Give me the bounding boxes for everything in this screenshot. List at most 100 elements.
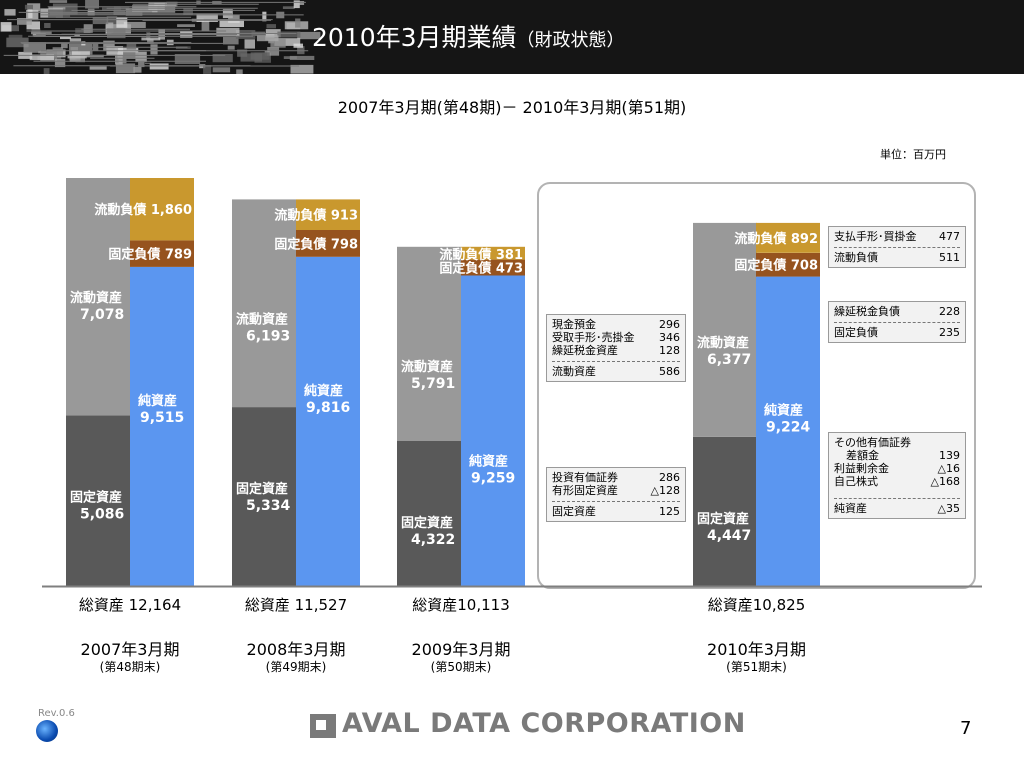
circuit-chip	[4, 9, 16, 16]
note-row-label: 利益剰余金	[834, 462, 889, 475]
bar-label-name: 固定資産	[236, 481, 288, 497]
note-total-row: 固定資産 125	[552, 505, 680, 518]
bar-fixed-liabilities	[296, 230, 360, 257]
circuit-chip	[67, 54, 87, 59]
note-total-row: 流動資産 586	[552, 365, 680, 378]
note-row-value: △128	[650, 484, 680, 497]
bar-net-assets	[130, 266, 194, 586]
bar-fixed-liabilities	[756, 252, 820, 277]
circuit-chip	[103, 40, 115, 51]
bar-label-fixed-liabilities: 固定負債 708	[734, 258, 818, 274]
note-row-label: 受取手形･売掛金	[552, 331, 635, 344]
circuit-chip	[212, 54, 233, 63]
circuit-chip	[274, 38, 301, 46]
circuit-chip	[61, 43, 68, 49]
circuit-chip	[135, 51, 147, 63]
bar-label-value: 4,447	[707, 528, 751, 544]
note-row-value: 286	[659, 471, 680, 484]
circuit-chip	[216, 27, 240, 37]
circuit-chip	[177, 24, 195, 27]
bar-current-assets	[397, 246, 461, 441]
circuit-chip	[141, 37, 161, 41]
bar-net-assets	[756, 276, 820, 586]
circuit-chip	[123, 21, 146, 28]
bar-current-liabilities	[130, 178, 194, 241]
bar-fixed-liabilities	[461, 259, 525, 276]
note-total-row: 流動負債 511	[834, 251, 960, 264]
circuit-chip	[150, 44, 158, 55]
note-row: 繰延税金資産 128	[552, 344, 680, 357]
circuit-chip	[115, 55, 123, 65]
note-row-label: 支払手形･買掛金	[834, 230, 917, 243]
note-rows: 繰延税金負債 228	[834, 305, 960, 318]
circuit-chip	[290, 64, 314, 74]
period-sub-label: (第50期末)	[431, 660, 492, 674]
circuit-board-graphic	[0, 0, 321, 74]
note-row-value: △16	[937, 462, 960, 475]
bar-label-fixed-liabilities: 固定負債 798	[274, 236, 358, 252]
circuit-chip	[92, 17, 109, 25]
circuit-chip	[69, 44, 93, 55]
note-rows: 投資有価証券 286 有形固定資産 △128	[552, 471, 680, 497]
circuit-chip	[237, 49, 248, 57]
circuit-chip	[267, 47, 280, 56]
period-label: 2008年3月期	[247, 640, 346, 659]
bar-net-assets	[296, 256, 360, 586]
circuit-chip	[138, 60, 145, 68]
bar-label-current-liabilities: 流動負債 892	[734, 231, 818, 247]
note-row-value: 139	[939, 449, 960, 462]
note-row: 有形固定資産 △128	[552, 484, 680, 497]
circuit-chip	[244, 39, 255, 49]
bar-label-current-liabilities: 流動負債 381	[439, 247, 523, 263]
note-row-label: 自己株式	[834, 475, 878, 488]
circuit-chip	[228, 14, 240, 23]
circuit-chip	[72, 50, 90, 57]
note-rows: その他有価証券 差額金 139 利益剰余金 △16 自己株式 △168	[834, 436, 960, 488]
bar-net-assets	[461, 275, 525, 586]
circuit-chip	[27, 3, 41, 12]
circuit-chip	[24, 4, 33, 10]
circuit-chip	[118, 48, 139, 53]
note-current-assets: 現金預金 296 受取手形･売掛金 346 繰延税金資産 128 流動資産 586	[546, 314, 686, 382]
bar-current-liabilities	[756, 222, 820, 253]
period-label: 2009年3月期	[412, 640, 511, 659]
circuit-chip	[219, 19, 244, 27]
circuit-chip	[212, 67, 231, 73]
note-row-label: 繰延税金資産	[552, 344, 618, 357]
bar-label-name: 流動資産	[70, 290, 122, 306]
bar-label-name: 流動資産	[236, 311, 288, 327]
circuit-chip	[203, 65, 212, 74]
note-total-row: 固定負債 235	[834, 326, 960, 339]
bar-label-fixed-liabilities: 固定負債 789	[108, 247, 192, 263]
circuit-chip	[266, 24, 276, 29]
circuit-chip	[26, 21, 40, 30]
bar-label-value: 5,334	[246, 498, 291, 514]
bar-fixed-assets	[397, 441, 461, 586]
bar-label-value: 7,078	[80, 307, 124, 323]
circuit-chip	[256, 35, 279, 42]
note-row: 投資有価証券 286	[552, 471, 680, 484]
note-rows: 現金預金 296 受取手形･売掛金 346 繰延税金資産 128	[552, 318, 680, 357]
company-name: AVAL DATA CORPORATION	[342, 708, 746, 739]
note-row: 差額金 139	[834, 449, 960, 462]
circuit-chip	[52, 47, 64, 57]
bar-fixed-assets	[232, 407, 296, 586]
circuit-chip	[106, 16, 118, 26]
circuit-chip	[240, 53, 262, 62]
bar-label-value: 6,193	[246, 328, 290, 344]
circuit-chip	[74, 33, 80, 37]
globe-logo-icon	[36, 720, 58, 742]
circuit-chip	[6, 37, 29, 48]
note-row-label: 有形固定資産	[552, 484, 618, 497]
note-row-label: その他有価証券	[834, 436, 911, 449]
circuit-chip	[60, 36, 71, 40]
note-row: 自己株式 △168	[834, 475, 960, 488]
circuit-chip	[49, 0, 68, 3]
note-row: 現金預金 296	[552, 318, 680, 331]
bar-fixed-assets	[693, 436, 757, 586]
note-rows: 支払手形･買掛金 477	[834, 230, 960, 243]
circuit-chip	[75, 54, 85, 63]
circuit-chip	[126, 43, 137, 50]
note-row-label: 繰延税金負債	[834, 305, 900, 318]
